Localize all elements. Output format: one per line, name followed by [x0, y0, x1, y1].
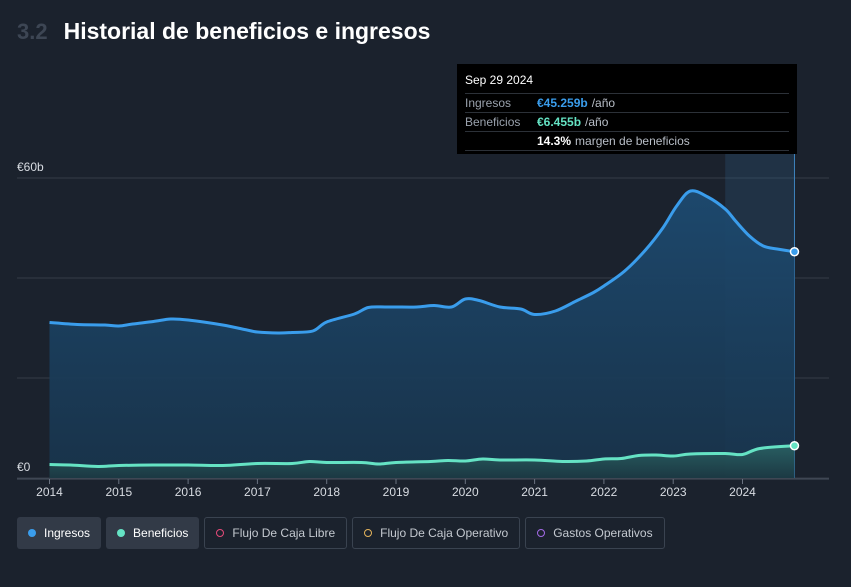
tooltip-margin-value: 14.3%	[537, 134, 572, 148]
legend-ocf-label: Flujo De Caja Operativo	[380, 526, 509, 540]
revenue-area	[49, 190, 795, 478]
legend-revenue-label: Ingresos	[44, 526, 91, 540]
chart-legend: Ingresos Beneficios Flujo De Caja Libre …	[17, 517, 665, 549]
x-tick-label: 2015	[105, 485, 132, 499]
x-tick-label: 2023	[660, 485, 687, 499]
legend-opex-label: Gastos Operativos	[553, 526, 653, 540]
page-title: Historial de beneficios e ingresos	[63, 18, 431, 44]
tooltip-margin-text: margen de beneficios	[575, 134, 690, 148]
earnings-line	[49, 444, 795, 469]
x-tick-label: 2022	[591, 485, 618, 499]
earnings-revenue-chart[interactable]: €60b €0 2014 2015 2016 2017 2018 2019 2020 2021 20…	[0, 0, 851, 510]
fcf-ring-icon	[216, 529, 225, 537]
tooltip-date: Sep 29 2024	[465, 73, 534, 87]
ocf-ring-icon	[364, 529, 373, 537]
revenue-endpoint-marker	[789, 246, 800, 257]
revenue-dot-icon	[28, 529, 36, 537]
legend-ocf-button[interactable]: Flujo De Caja Operativo	[352, 517, 521, 549]
tooltip-revenue-label: Ingresos	[465, 96, 512, 110]
tooltip-earnings-unit: /año	[585, 115, 609, 129]
legend-earnings-label: Beneficios	[133, 526, 189, 540]
y-tick-label: €60b	[17, 160, 44, 174]
legend-earnings-button[interactable]: Beneficios	[106, 517, 200, 549]
legend-opex-button[interactable]: Gastos Operativos	[525, 517, 665, 549]
tooltip-earnings-value: €6.455b	[537, 115, 582, 129]
x-tick-label: 2014	[36, 485, 63, 499]
earnings-endpoint-marker	[789, 440, 800, 451]
x-tick-label: 2021	[521, 485, 548, 499]
x-tick-label: 2019	[383, 485, 410, 499]
section-number: 3.2	[17, 19, 48, 44]
x-tick-label: 2018	[313, 485, 340, 499]
tooltip-revenue-row: Ingresos €45.259b /año	[465, 93, 789, 112]
earnings-dot-icon	[117, 529, 126, 537]
revenue-line	[49, 189, 795, 335]
tooltip-margin-row: 14.3% margen de beneficios	[465, 131, 789, 151]
tooltip-revenue-unit: /año	[591, 96, 616, 110]
opex-ring-icon	[537, 529, 546, 537]
tooltip-revenue-value: €45.259b	[537, 96, 588, 110]
x-tick-label: 2017	[244, 485, 271, 499]
x-tick-label: 2024	[729, 485, 756, 499]
legend-revenue-button[interactable]: Ingresos	[17, 517, 102, 549]
chart-tooltip: Sep 29 2024 Ingresos €45.259b /año Benef…	[457, 64, 797, 154]
legend-fcf-button[interactable]: Flujo De Caja Libre	[204, 517, 348, 549]
x-tick-label: 2020	[452, 485, 479, 499]
legend-fcf-label: Flujo De Caja Libre	[232, 526, 336, 540]
x-tick-label: 2016	[175, 485, 202, 499]
tooltip-earnings-row: Beneficios €6.455b /año	[465, 112, 789, 131]
section-header: 3.2 Historial de beneficios e ingresos	[17, 18, 430, 45]
y-tick-label: €0	[17, 460, 31, 474]
tooltip-earnings-label: Beneficios	[465, 115, 521, 129]
